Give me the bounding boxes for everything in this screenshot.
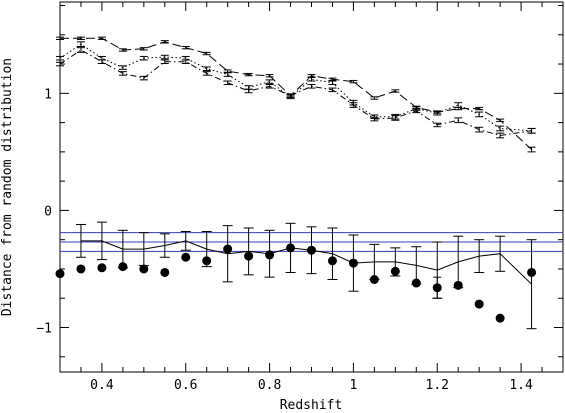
x-tick-label: 0.4 [90,378,114,393]
series-line [59,43,532,132]
data-point [223,244,233,254]
x-tick-label: 0.6 [174,378,197,393]
data-point [411,278,421,288]
series-line [60,37,532,150]
x-tick-label: 0.8 [258,378,281,393]
series-markers [55,243,537,323]
data-point [181,252,191,262]
y-tick-label: 0 [44,204,52,219]
y-tick-label: −1 [36,322,52,337]
x-tick-label: 1 [350,378,358,393]
series-layer [55,36,537,330]
y-axis-title: Distance from random distribution [0,58,15,316]
series-dashed [56,36,536,153]
data-point [369,275,379,284]
data-point [432,283,442,293]
data-point [265,250,275,260]
data-point [390,266,400,276]
x-axis-title: Redshift [280,398,343,413]
data-point [118,262,128,272]
data-point [327,256,337,266]
data-point [286,243,296,253]
series-solid [75,221,537,330]
x-tick-label: 1.4 [509,378,533,393]
series-dotted [56,41,536,134]
x-tick-label: 1.2 [426,378,449,393]
data-point [307,245,316,255]
data-point [348,258,358,268]
series-line [81,240,532,285]
data-point [527,267,537,277]
series-dash-dot [56,47,536,139]
data-point [202,256,212,266]
tick-labels: 0.4 0.6 0.8 1 1.2 1.4 −1 0 1 [36,87,533,393]
data-point [97,263,107,273]
data-point [139,264,149,274]
axis-ticks [60,2,563,372]
plot-frame [59,1,564,373]
data-point [160,267,170,277]
data-point [76,264,86,274]
data-point [495,313,505,323]
data-point [474,299,484,309]
y-tick-label: 1 [44,87,52,102]
data-point [55,269,65,279]
data-point [244,251,254,261]
data-point [453,280,463,290]
